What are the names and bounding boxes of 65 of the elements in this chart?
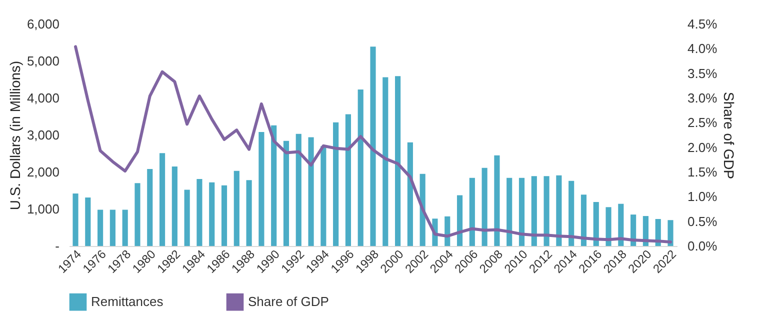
y-tick-label: 4,000 — [26, 90, 60, 106]
bar — [482, 168, 488, 246]
y-tick-label: 6,000 — [26, 16, 60, 32]
bar — [134, 183, 140, 246]
bar — [618, 204, 624, 246]
bar — [580, 194, 587, 246]
bar — [221, 185, 228, 246]
y2-tick-label: 2.5% — [688, 115, 718, 130]
bar — [85, 198, 91, 246]
bar — [98, 210, 104, 246]
bar — [147, 169, 153, 246]
bar — [668, 220, 674, 246]
y2-tick-label: 0.5% — [688, 214, 718, 229]
bar — [271, 125, 277, 246]
bar — [258, 132, 264, 246]
bar — [345, 114, 351, 246]
bar — [544, 176, 550, 246]
bar — [395, 76, 401, 246]
bar — [518, 178, 525, 246]
line-series — [74, 45, 672, 244]
y2-tick-label: 2.0% — [688, 140, 718, 155]
bar — [456, 195, 463, 246]
bar — [283, 140, 290, 246]
bar — [246, 180, 252, 246]
bar — [122, 210, 128, 246]
legend-label: Share of GDP — [248, 294, 329, 310]
bar — [407, 142, 413, 246]
bar — [333, 122, 339, 246]
bar — [159, 153, 166, 246]
y2-axis-title: Share of GDP — [721, 92, 738, 180]
bar — [110, 210, 116, 246]
y2-tick-label: 4.5% — [688, 16, 718, 32]
legend-label: Remittances — [91, 294, 164, 310]
bar — [234, 170, 240, 246]
bar — [506, 178, 512, 246]
y-tick-label: 3,000 — [26, 128, 60, 142]
bar — [382, 77, 388, 246]
y-tick-label: 5,000 — [26, 54, 60, 68]
bar — [556, 175, 562, 246]
y-tick-label: 1,000 — [26, 202, 60, 216]
y-axis-title: U.S. Dollars (in Millions) — [6, 60, 23, 210]
bar — [494, 155, 500, 246]
bar — [531, 176, 537, 246]
bar — [196, 179, 202, 246]
y2-tick-label: 1.0% — [688, 189, 718, 204]
y2-tick-label: 4.0% — [688, 41, 718, 56]
bar — [370, 46, 376, 246]
bar — [172, 166, 178, 246]
bar — [568, 180, 574, 246]
bar — [184, 190, 190, 246]
y2-tick-label: 0.0% — [688, 238, 718, 254]
y2-tick-label: 3.5% — [688, 66, 718, 81]
bar — [469, 178, 475, 246]
y2-tick-label: 3.0% — [688, 90, 718, 106]
y-tick-label: 2,000 — [26, 164, 60, 180]
bar — [320, 146, 326, 246]
y2-tick-label: 1.5% — [688, 164, 718, 180]
bar — [358, 89, 364, 246]
y-tick-label: - — [55, 238, 60, 254]
bar — [593, 202, 599, 246]
bar — [209, 182, 215, 246]
bar — [296, 134, 302, 246]
bar — [606, 207, 612, 246]
bar — [72, 193, 78, 246]
bar — [308, 137, 314, 246]
